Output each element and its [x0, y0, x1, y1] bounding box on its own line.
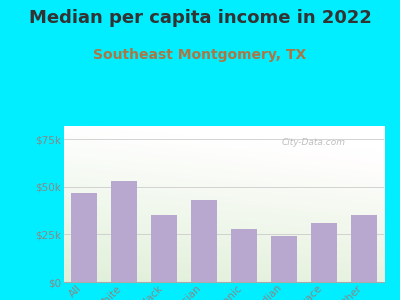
Text: Median per capita income in 2022: Median per capita income in 2022 — [28, 9, 372, 27]
Text: Southeast Montgomery, TX: Southeast Montgomery, TX — [93, 48, 307, 62]
Bar — [151, 215, 177, 282]
Text: City-Data.com: City-Data.com — [282, 139, 346, 148]
Bar — [191, 200, 217, 282]
Bar — [351, 215, 377, 282]
Bar — [231, 229, 257, 282]
Bar — [271, 236, 297, 282]
Bar — [311, 223, 337, 282]
Bar — [71, 193, 97, 282]
Bar — [111, 181, 137, 282]
